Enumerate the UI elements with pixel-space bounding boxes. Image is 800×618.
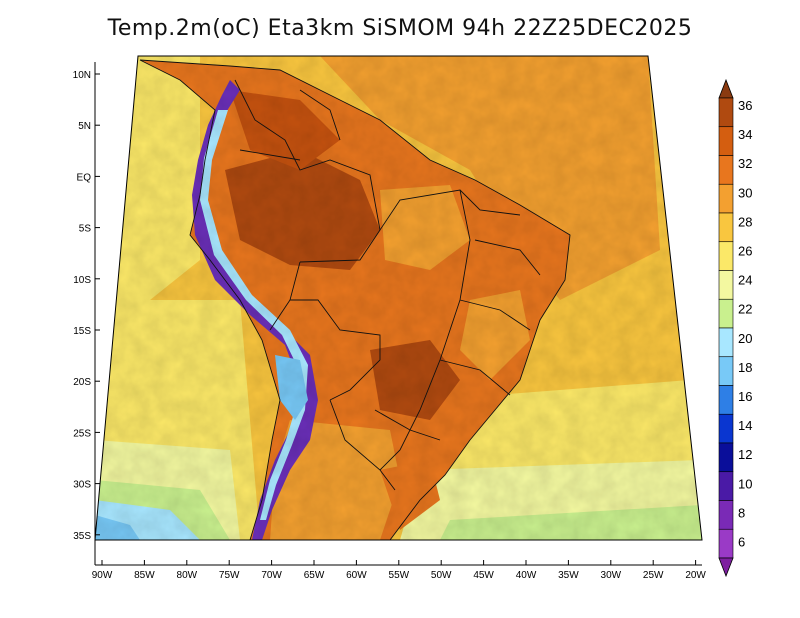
colorbar-swatch	[718, 500, 734, 530]
lon-label: 40W	[516, 570, 537, 581]
lat-label: EQ	[77, 172, 92, 183]
colorbar-label: 32	[738, 156, 752, 171]
lon-label: 20W	[685, 570, 706, 581]
colorbar-swatch	[718, 298, 734, 329]
latitude-labels: 10N 5N EQ 5S 10S 15S 20S 25S 30S 35S	[73, 70, 100, 542]
map-title: Temp.2m(oC) Eta3km SiSMOM 94h 22Z25DEC20…	[107, 16, 693, 41]
longitude-labels: 90W 85W 80W 75W 70W 65W 60W 55W 50W 45W 40W 35W 30W 2…	[92, 560, 706, 581]
colorbar-swatch	[718, 270, 734, 300]
lon-label: 90W	[92, 570, 113, 581]
colorbar-label: 14	[738, 418, 752, 433]
colorbar-swatch	[718, 528, 734, 559]
lon-label: 55W	[389, 570, 410, 581]
lat-label: 15S	[73, 326, 91, 337]
lon-label: 75W	[219, 570, 240, 581]
country-borders	[139, 59, 571, 540]
colorbar-swatch	[718, 126, 734, 156]
colorbar-label: 28	[738, 214, 752, 229]
lat-label: 30S	[73, 480, 91, 491]
colorbar-swatch	[718, 442, 734, 473]
lon-label: 80W	[177, 570, 198, 581]
lon-label: 85W	[134, 570, 155, 581]
lon-label: 65W	[304, 570, 325, 581]
colorbar-label: 20	[738, 331, 752, 346]
colorbar-label: 18	[738, 360, 752, 375]
colorbar-swatch	[718, 97, 734, 128]
colorbar: 36 34 32 30 28 26 24 22 20 18 16 14 12 10 8 6	[718, 78, 752, 578]
lon-label: 45W	[473, 570, 494, 581]
colorbar-label: 16	[738, 389, 752, 404]
lon-label: 50W	[431, 570, 452, 581]
colorbar-swatch	[718, 356, 734, 386]
colorbar-swatch	[718, 413, 734, 444]
temperature-field	[95, 56, 702, 540]
lat-label: 20S	[73, 377, 91, 388]
colorbar-label: 12	[738, 447, 752, 462]
colorbar-swatch	[718, 155, 734, 185]
colorbar-swatch	[718, 212, 734, 243]
lat-label: 10N	[73, 70, 91, 81]
colorbar-label: 36	[738, 98, 752, 113]
lat-label: 35S	[73, 531, 91, 542]
lat-label: 5N	[78, 121, 91, 132]
map-frame	[94, 55, 703, 541]
colorbar-max-arrow	[718, 78, 734, 99]
colorbar-swatch	[718, 471, 734, 501]
lat-label: 25S	[73, 428, 91, 439]
colorbar-label: 10	[738, 476, 752, 491]
lon-label: 30W	[601, 570, 622, 581]
colorbar-swatch	[718, 241, 734, 271]
colorbar-label: 24	[738, 273, 752, 288]
lat-label: 5S	[79, 224, 92, 235]
lat-label: 10S	[73, 275, 91, 286]
colorbar-label: 22	[738, 302, 752, 317]
lon-label: 70W	[261, 570, 282, 581]
lon-label: 60W	[346, 570, 367, 581]
colorbar-swatch	[718, 183, 734, 214]
colorbar-label: 26	[738, 244, 752, 259]
colorbar-swatch	[718, 327, 734, 358]
colorbar-label: 30	[738, 185, 752, 200]
colorbar-swatch	[718, 385, 734, 415]
colorbar-label: 8	[738, 505, 745, 520]
colorbar-label: 6	[738, 535, 745, 550]
lon-label: 35W	[558, 570, 579, 581]
colorbar-label: 34	[738, 127, 752, 142]
colorbar-min-arrow	[718, 557, 734, 578]
lon-label: 25W	[643, 570, 664, 581]
